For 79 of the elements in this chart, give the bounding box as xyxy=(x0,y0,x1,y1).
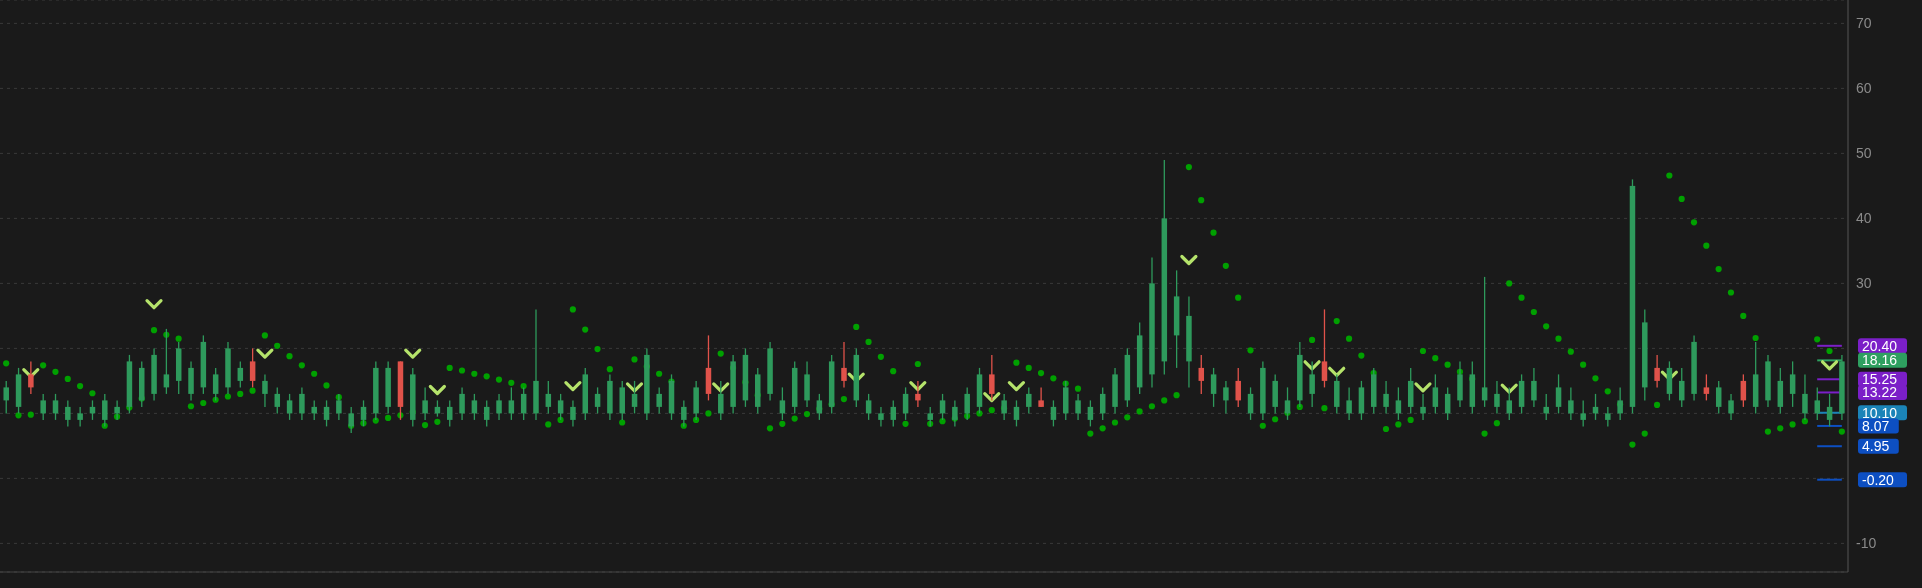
candlestick xyxy=(262,373,268,408)
y-tick-label: 30 xyxy=(1856,275,1872,292)
candlestick xyxy=(471,393,478,421)
candlestick xyxy=(1432,373,1439,415)
ref-line-label: 18.16 xyxy=(1862,352,1898,369)
candlestick xyxy=(1026,386,1032,415)
candlestick xyxy=(1531,367,1537,408)
candlestick xyxy=(1715,380,1722,415)
candlestick xyxy=(841,341,847,389)
candlestick xyxy=(878,406,884,428)
candlestick xyxy=(1038,386,1044,408)
candlestick xyxy=(1321,308,1328,389)
candlestick xyxy=(422,386,428,421)
ref-line-label: 20.40 xyxy=(1862,337,1898,354)
candlestick xyxy=(1494,380,1500,415)
y-tick-label: -10 xyxy=(1856,535,1877,552)
candlestick xyxy=(594,386,601,415)
candlestick xyxy=(1506,386,1513,421)
candlestick xyxy=(52,393,59,421)
candlestick xyxy=(989,354,995,402)
candlestick xyxy=(65,399,71,428)
candlestick xyxy=(779,386,786,421)
candlestick xyxy=(286,393,293,421)
candlestick xyxy=(40,393,46,421)
candlestick xyxy=(1703,373,1710,402)
candlestick xyxy=(1679,367,1685,408)
candlestick xyxy=(447,399,453,428)
candlestick xyxy=(1346,386,1352,421)
candlestick xyxy=(1420,393,1426,421)
candlestick xyxy=(1309,360,1315,408)
candlestick xyxy=(656,386,662,415)
y-tick-label: 50 xyxy=(1856,145,1872,162)
candlestick xyxy=(570,399,576,428)
candlestick xyxy=(1235,367,1241,408)
candlestick xyxy=(1210,367,1217,408)
candlestick xyxy=(1568,386,1574,421)
candlestick xyxy=(1814,386,1821,421)
candlestick xyxy=(1481,276,1488,408)
candlestick xyxy=(459,386,465,421)
candlestick xyxy=(1075,393,1081,421)
candlestick xyxy=(1789,360,1796,408)
candlestick xyxy=(927,406,933,428)
candlestick xyxy=(299,386,305,421)
ref-line-label: 4.95 xyxy=(1862,438,1890,455)
y-tick-label: 40 xyxy=(1856,210,1872,227)
candlestick xyxy=(508,386,515,421)
candlestick xyxy=(237,360,244,389)
candlestick xyxy=(1605,406,1611,428)
candlestick xyxy=(1543,393,1549,421)
y-tick-label: 70 xyxy=(1856,15,1872,32)
candlestick xyxy=(496,393,502,421)
candlestick xyxy=(1050,399,1057,428)
candlestick xyxy=(1223,380,1229,415)
candlestick xyxy=(681,399,687,428)
candlestick xyxy=(1087,399,1094,428)
candlestick xyxy=(1395,386,1402,421)
candlestick xyxy=(311,399,317,421)
candlestick xyxy=(1654,354,1660,389)
candlestick xyxy=(718,380,724,421)
y-tick-label: 60 xyxy=(1856,80,1872,97)
candlestick xyxy=(890,399,897,428)
candlestick xyxy=(483,399,490,428)
candlestick xyxy=(1383,380,1389,415)
candlestick xyxy=(545,380,552,415)
ref-line-label: -0.20 xyxy=(1862,471,1895,488)
candlestick xyxy=(557,393,564,421)
candlestick xyxy=(1580,399,1586,428)
candlestick xyxy=(3,380,9,415)
candlestick xyxy=(1728,393,1734,421)
candlestick xyxy=(865,393,872,421)
candlestick xyxy=(77,406,83,428)
candlestick xyxy=(1555,373,1562,415)
candlestick xyxy=(102,393,108,428)
candlestick xyxy=(1826,393,1833,428)
candlestick xyxy=(323,399,330,428)
candlestick xyxy=(212,367,219,402)
candlestick xyxy=(1198,354,1205,395)
candlestick xyxy=(1013,399,1020,428)
candlestick xyxy=(274,386,281,415)
